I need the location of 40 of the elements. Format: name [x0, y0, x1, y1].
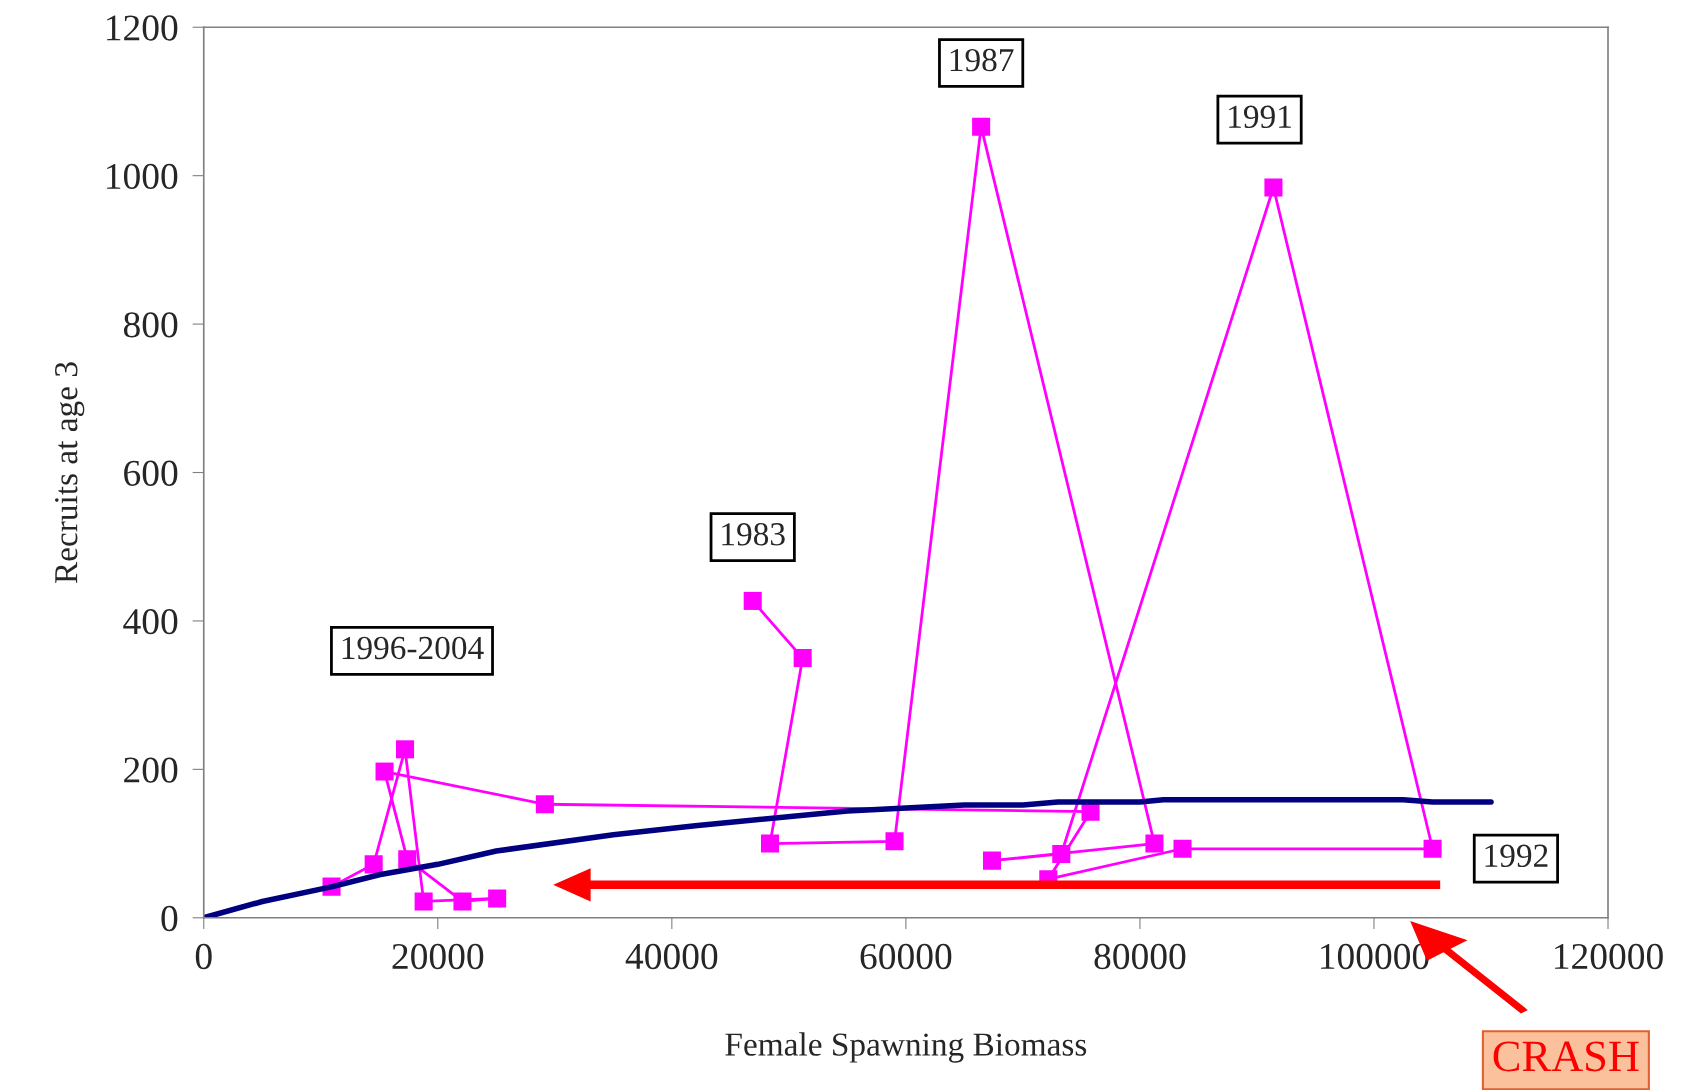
point — [743, 591, 762, 610]
point — [1173, 839, 1192, 858]
point — [375, 762, 394, 781]
y-tick-label: 800 — [123, 312, 178, 338]
point — [760, 834, 780, 853]
point — [364, 855, 383, 874]
point — [396, 740, 415, 759]
x-tick-label: 0 — [195, 943, 212, 970]
point — [1145, 834, 1164, 853]
point — [982, 851, 1002, 870]
point — [535, 795, 554, 814]
annotation: 1983 — [722, 523, 785, 546]
point — [793, 649, 812, 668]
x-tick-label: 80000 — [1094, 943, 1186, 970]
point — [1052, 844, 1071, 863]
point — [1264, 178, 1283, 197]
point — [414, 892, 433, 911]
x-tick-label: 20000 — [392, 943, 484, 970]
y-tick-label: 1000 — [107, 163, 178, 190]
annotation: 1991 — [1229, 105, 1291, 128]
y-axis-title: Recruits at age 3 — [55, 362, 85, 584]
text: CRASH — [1493, 1041, 1639, 1072]
x-tick-label: 40000 — [625, 943, 718, 970]
point — [398, 850, 417, 869]
annotation: 1987 — [950, 48, 1014, 72]
y-tick-label: 600 — [124, 460, 178, 486]
annotation: 1992 — [1485, 844, 1548, 867]
point — [453, 892, 472, 911]
y-tick-label: 0 — [161, 905, 178, 932]
point — [488, 889, 507, 908]
y-tick-label: 1200 — [107, 15, 178, 41]
point — [885, 832, 904, 851]
annotation: 1996-2004 — [342, 636, 484, 660]
x-tick-label: 60000 — [860, 943, 952, 970]
x-tick-label: 120000 — [1555, 943, 1663, 970]
point — [972, 117, 991, 136]
y-tick-label: 400 — [123, 609, 178, 635]
point — [1423, 839, 1442, 858]
y-tick-label: 200 — [124, 757, 178, 783]
x-axis-title: Female Spawning Biomass — [725, 1032, 1087, 1063]
